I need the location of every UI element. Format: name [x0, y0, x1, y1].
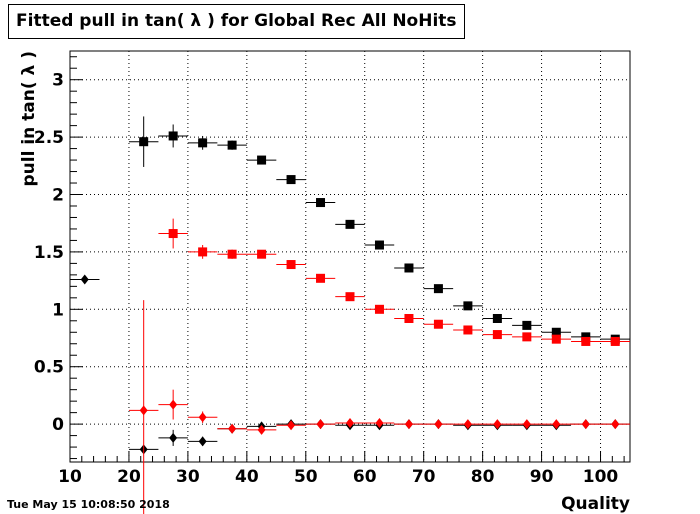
- data-point-square: [198, 138, 208, 148]
- data-point-square: [492, 330, 502, 340]
- data-point-square: [286, 175, 296, 185]
- data-point-diamond: [404, 419, 413, 430]
- data-point-square: [374, 240, 384, 250]
- data-point-square: [581, 336, 591, 346]
- x-tick-label: 10: [58, 467, 82, 487]
- data-point-square: [316, 198, 326, 208]
- x-tick-label: 60: [353, 467, 377, 487]
- data-point-square: [198, 247, 208, 257]
- data-point-diamond: [463, 419, 472, 430]
- data-point-square: [551, 327, 561, 337]
- data-point-square: [374, 304, 384, 314]
- x-tick-label: 100: [583, 467, 619, 487]
- data-point-square: [404, 263, 414, 273]
- data-point-diamond: [316, 419, 325, 430]
- data-point-square: [139, 137, 149, 147]
- data-point-square: [492, 313, 502, 323]
- data-point-diamond: [169, 432, 178, 443]
- data-point-square: [551, 334, 561, 344]
- data-point-diamond: [552, 419, 561, 430]
- x-tick-label: 20: [117, 467, 141, 487]
- y-tick-label: 0.5: [34, 358, 64, 378]
- y-axis-title: pull in tan( λ ): [19, 51, 39, 187]
- y-tick-label: 1: [52, 300, 64, 320]
- data-point-square: [433, 319, 443, 329]
- timestamp: Tue May 15 10:08:50 2018: [7, 498, 170, 511]
- y-tick-label: 2: [52, 186, 64, 206]
- data-point-diamond: [375, 417, 384, 428]
- data-point-diamond: [198, 412, 207, 423]
- data-point-square: [463, 325, 473, 335]
- x-tick-label: 70: [412, 467, 436, 487]
- data-point-square: [168, 131, 178, 141]
- data-point-square: [257, 249, 267, 259]
- data-point-square: [522, 332, 532, 342]
- data-point-square: [227, 140, 237, 150]
- x-tick-label: 40: [235, 467, 259, 487]
- chart-title: Fitted pull in tan( λ ) for Global Rec A…: [8, 4, 465, 39]
- data-point-square: [257, 155, 267, 165]
- plot-frame-background: [70, 51, 630, 462]
- data-point-square: [610, 336, 620, 346]
- data-point-square: [168, 229, 178, 239]
- x-tick-label: 80: [471, 467, 495, 487]
- data-point-diamond: [522, 419, 531, 430]
- y-tick-label: 1.5: [34, 243, 64, 263]
- data-point-square: [522, 320, 532, 330]
- data-point-diamond: [80, 274, 89, 285]
- data-point-square: [433, 284, 443, 294]
- plot-frame: [69, 50, 631, 463]
- data-point-diamond: [493, 419, 502, 430]
- data-point-diamond: [287, 420, 296, 431]
- data-point-diamond: [581, 419, 590, 430]
- data-point-diamond: [169, 399, 178, 410]
- data-point-diamond: [611, 419, 620, 430]
- y-tick-label: 3: [52, 71, 64, 91]
- x-tick-label: 30: [176, 467, 200, 487]
- data-point-diamond: [434, 419, 443, 430]
- data-point-diamond: [257, 424, 266, 435]
- data-point-diamond: [198, 436, 207, 447]
- data-point-diamond: [228, 423, 237, 434]
- data-point-square: [345, 219, 355, 229]
- data-point-square: [286, 260, 296, 270]
- y-tick-label: 0: [52, 415, 64, 435]
- x-tick-label: 50: [294, 467, 318, 487]
- data-point-square: [581, 332, 591, 342]
- data-point-square: [316, 273, 326, 283]
- data-point-diamond: [139, 405, 148, 416]
- data-point-square: [227, 249, 237, 259]
- data-point-diamond: [346, 417, 354, 428]
- data-point-square: [463, 301, 473, 311]
- y-tick-label: 2.5: [34, 128, 64, 148]
- data-point-square: [345, 292, 355, 302]
- x-tick-label: 90: [530, 467, 554, 487]
- data-point-square: [404, 313, 414, 323]
- x-axis-title: Quality: [561, 494, 630, 514]
